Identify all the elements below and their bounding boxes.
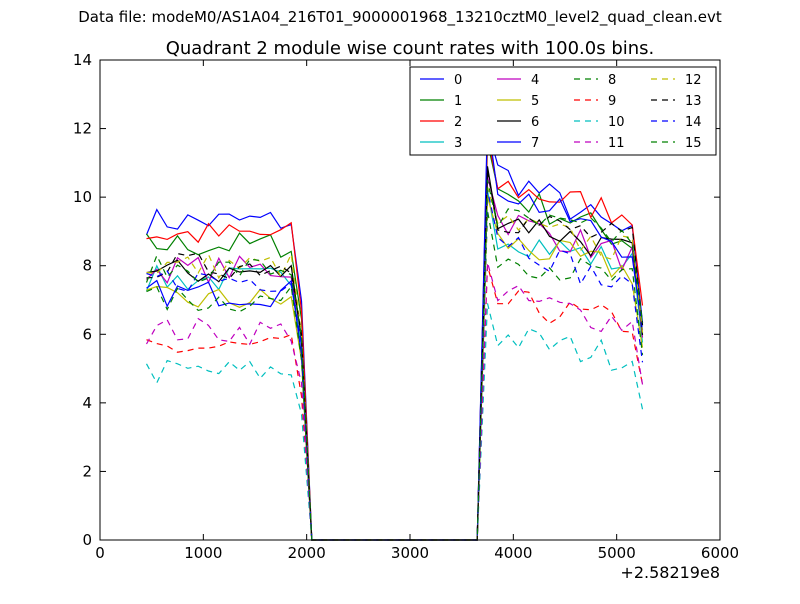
legend-label-4: 4: [531, 73, 539, 88]
x-tick-label: 3000: [391, 544, 429, 562]
plot-area: [145, 118, 644, 541]
series-line-12: [146, 186, 644, 541]
series-line-2: [146, 135, 644, 541]
legend-label-14: 14: [685, 115, 702, 130]
legend-label-10: 10: [608, 115, 625, 130]
series-line-1: [146, 142, 644, 541]
legend-label-15: 15: [685, 136, 702, 151]
y-tick-label: 14: [73, 51, 92, 69]
legend-label-5: 5: [531, 94, 539, 109]
legend-label-9: 9: [608, 94, 616, 109]
legend-label-11: 11: [608, 136, 625, 151]
y-tick-label: 2: [82, 462, 92, 480]
x-tick-label: 5000: [598, 544, 636, 562]
legend-label-3: 3: [454, 136, 462, 151]
series-line-13: [146, 169, 644, 541]
x-tick-label: 6000: [701, 544, 739, 562]
series-line-11: [145, 262, 644, 541]
legend-label-7: 7: [531, 136, 539, 151]
y-tick-label: 6: [82, 325, 92, 343]
series-line-0: [145, 128, 644, 541]
legend-label-2: 2: [454, 115, 462, 130]
series-line-10: [145, 303, 644, 541]
series-line-15: [145, 179, 644, 541]
legend-label-8: 8: [608, 73, 616, 88]
chart-title: Quadrant 2 module wise count rates with …: [166, 38, 655, 59]
x-tick-label: 4000: [494, 544, 532, 562]
series-line-7: [146, 118, 644, 541]
legend-label-13: 13: [685, 94, 702, 109]
legend-label-0: 0: [454, 73, 462, 88]
y-tick-label: 0: [82, 531, 92, 549]
series-line-4: [146, 176, 644, 541]
legend-label-12: 12: [685, 73, 702, 88]
legend-label-1: 1: [454, 94, 462, 109]
data-file-label: Data file: modeM0/AS1A04_216T01_90000019…: [78, 8, 722, 26]
x-tick-label: 1000: [184, 544, 222, 562]
y-tick-label: 4: [82, 394, 92, 412]
x-tick-label: 2000: [288, 544, 326, 562]
series-line-9: [146, 265, 644, 541]
y-tick-label: 8: [82, 257, 92, 275]
legend-box: [409, 66, 717, 156]
y-tick-label: 10: [73, 188, 92, 206]
x-tick-label: 0: [95, 544, 105, 562]
x-axis-offset-label: +2.58219e8: [620, 563, 720, 582]
y-tick-label: 12: [73, 120, 92, 138]
series-line-8: [146, 210, 644, 541]
legend-label-6: 6: [531, 115, 539, 130]
